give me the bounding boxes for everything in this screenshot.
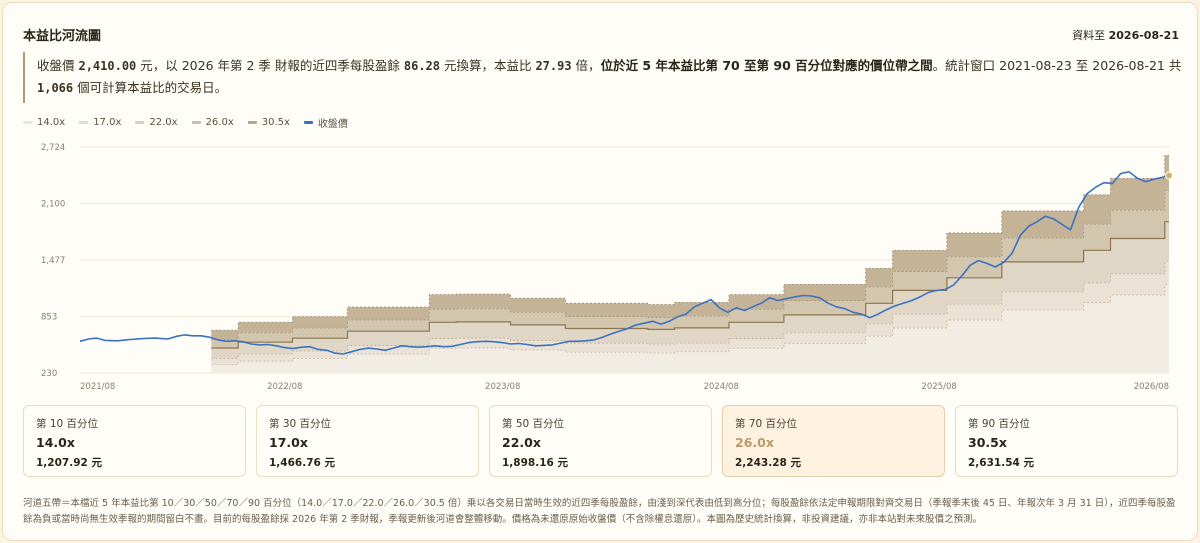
summary-pe: 27.93 <box>535 59 572 73</box>
as-of-value: 2026-08-21 <box>1108 29 1179 42</box>
summary-price: 2,410.00 <box>78 59 137 73</box>
tile-price: 2,243.28 元 <box>735 457 801 469</box>
tile-multiple: 14.0x <box>36 435 75 450</box>
tile-price: 2,631.54 元 <box>968 457 1034 469</box>
percentile-tile: 第 30 百分位 17.0x 1,466.76 元 <box>256 405 479 477</box>
pe-line-14x <box>211 283 1169 366</box>
latest-price-marker <box>1165 171 1173 180</box>
tile-multiple: 30.5x <box>968 435 1007 450</box>
legend-label: 30.5x <box>261 117 290 128</box>
summary-days: 1,066 <box>37 81 74 95</box>
pe-line-22x <box>211 221 1169 349</box>
legend-label: 26.0x <box>205 117 234 128</box>
tile-percentile-label: 第 10 百分位 <box>36 418 99 430</box>
legend-item[interactable]: 26.0x <box>191 115 234 130</box>
summary-part: 收盤價 <box>37 58 79 73</box>
tile-price: 1,207.92 元 <box>36 457 102 469</box>
x-tick-label: 2026/08 <box>1134 382 1169 392</box>
pe-line-17x <box>211 260 1169 359</box>
close-price-line <box>79 171 1170 355</box>
x-tick-label: 2024/08 <box>704 382 739 392</box>
band-14x <box>211 284 1170 373</box>
legend-label: 17.0x <box>93 117 122 128</box>
summary-part: 個可計算本益比的交易日。 <box>73 80 228 95</box>
y-tick-label: 1,477 <box>41 256 65 266</box>
legend-label: 22.0x <box>149 117 178 128</box>
legend-swatch <box>303 121 313 124</box>
legend-swatch <box>247 121 257 124</box>
x-tick-label: 2025/08 <box>921 382 956 392</box>
summary-part: 。統計窗口 2021-08-23 至 2026-08-21 共 <box>932 58 1182 73</box>
percentile-tile: 第 90 百分位 30.5x 2,631.54 元 <box>955 405 1178 477</box>
y-tick-label: 853 <box>41 313 57 323</box>
tile-percentile-label: 第 70 百分位 <box>735 418 798 430</box>
x-tick-label: 2022/08 <box>267 382 302 392</box>
y-tick-label: 2,100 <box>41 200 65 210</box>
legend-item[interactable]: 22.0x <box>135 115 178 130</box>
legend-swatch <box>23 121 32 124</box>
pe-river-chart: 230 853 1,477 2,100 2,724 2021/08 2022/08 2023/… <box>41 143 1173 392</box>
summary-part: 元，以 2026 年第 2 季 財報的近四季每股盈餘 <box>136 58 404 73</box>
as-of-date: 資料至 2026-08-21 <box>1072 27 1179 43</box>
pe-line-30-5x <box>211 154 1169 331</box>
footnote: 河道五帶＝本檔近 5 年本益比第 10／30／50／70／90 百分位（14.0… <box>23 498 1176 525</box>
pe-line-26x <box>211 190 1169 341</box>
band-22x <box>211 221 1170 359</box>
percentile-tile: 第 70 百分位 26.0x 2,243.28 元 <box>722 405 945 477</box>
legend-swatch <box>135 121 145 124</box>
summary-highlight: 位於近 5 年本益比第 70 至第 90 百分位對應的價位帶之間 <box>600 58 933 73</box>
tile-percentile-label: 第 50 百分位 <box>502 418 565 430</box>
legend-label: 14.0x <box>37 117 66 128</box>
legend-swatch <box>79 121 89 124</box>
x-tick-label: 2021/08 <box>80 382 115 392</box>
percentile-tile: 第 50 百分位 22.0x 1,898.16 元 <box>489 405 712 477</box>
band-30-5x <box>211 155 1170 340</box>
band-26x <box>211 190 1170 348</box>
summary-text: 收盤價 2,410.00 元，以 2026 年第 2 季 財報的近四季每股盈餘 … <box>23 52 1183 103</box>
chart-title: 本益比河流圖 <box>23 29 102 44</box>
tile-price: 1,898.16 元 <box>502 457 568 469</box>
tile-multiple: 26.0x <box>735 435 774 450</box>
summary-part: 元換算，本益比 <box>440 58 536 73</box>
tile-multiple: 17.0x <box>269 435 308 450</box>
legend-swatch <box>191 121 201 124</box>
y-tick-label: 2,724 <box>41 143 65 153</box>
y-tick-label: 230 <box>41 369 57 379</box>
summary-part: 倍， <box>571 58 601 73</box>
legend-item[interactable]: 30.5x <box>247 115 290 130</box>
tile-multiple: 22.0x <box>502 435 541 450</box>
legend-label: 收盤價 <box>317 119 348 130</box>
tile-price: 1,466.76 元 <box>269 457 335 469</box>
percentile-tile: 第 10 百分位 14.0x 1,207.92 元 <box>23 405 246 477</box>
tile-percentile-label: 第 30 百分位 <box>269 418 332 430</box>
chart-legend: 14.0x 17.0x 22.0x 26.0x 30.5x 收盤價 <box>23 115 348 130</box>
legend-item[interactable]: 14.0x <box>23 115 65 130</box>
tile-percentile-label: 第 90 百分位 <box>968 418 1031 430</box>
legend-item[interactable]: 17.0x <box>79 115 121 130</box>
summary-eps: 86.28 <box>403 59 440 73</box>
as-of-label: 資料至 <box>1072 29 1106 42</box>
legend-item[interactable]: 收盤價 <box>303 115 348 130</box>
band-17x <box>211 260 1170 365</box>
x-tick-label: 2023/08 <box>485 382 520 392</box>
